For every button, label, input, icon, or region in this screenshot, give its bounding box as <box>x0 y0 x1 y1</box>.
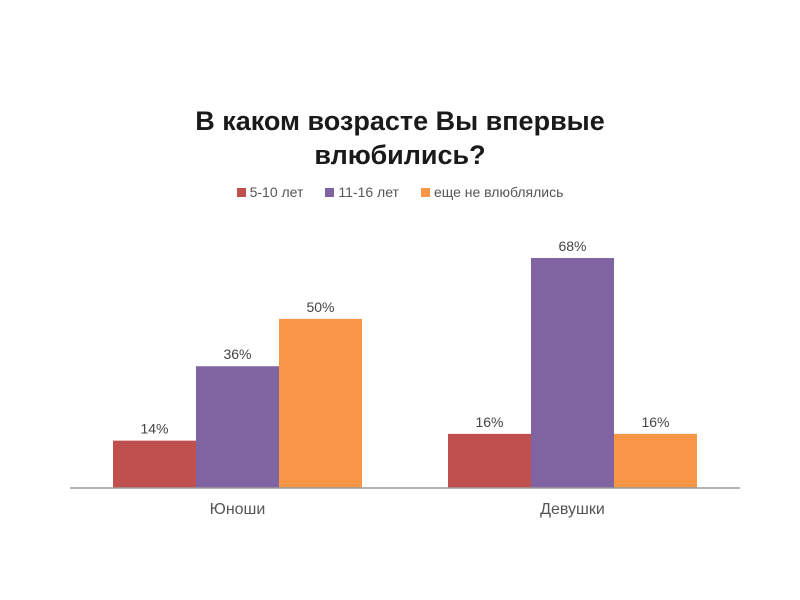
category-label-0: Юноши <box>210 501 266 518</box>
legend-swatch-5-10 <box>236 187 246 197</box>
category-label-1: Девушки <box>540 501 605 518</box>
data-label-1-0: 16% <box>475 414 503 430</box>
legend-item-11-16: 11-16 лет <box>325 184 399 200</box>
legend-item-5-10: 5-10 лет <box>236 184 304 200</box>
legend-item-not-yet: еще не влюблялись <box>420 184 564 200</box>
chart-legend: 5-10 лет 11-16 лет еще не влюблялись <box>0 184 800 200</box>
bar-0-0 <box>113 440 196 488</box>
chart-title: В каком возрасте Вы впервые влюбились? <box>0 104 800 172</box>
data-label-0-2: 50% <box>306 299 334 315</box>
chart-title-line-2: влюбились? <box>314 140 486 170</box>
legend-label-11-16: 11-16 лет <box>338 184 399 200</box>
legend-label-5-10: 5-10 лет <box>249 184 304 200</box>
data-label-0-0: 14% <box>140 421 168 437</box>
data-label-1-1: 68% <box>558 238 586 254</box>
bar-0-2 <box>279 318 362 488</box>
bar-0-1 <box>196 366 279 488</box>
data-label-0-1: 36% <box>223 346 251 362</box>
bar-1-0 <box>448 433 531 488</box>
legend-swatch-11-16 <box>325 187 335 197</box>
bar-1-2 <box>614 433 697 488</box>
data-label-1-2: 16% <box>641 414 669 430</box>
legend-label-not-yet: еще не влюблялись <box>433 184 564 200</box>
bar-1-1 <box>531 258 614 488</box>
chart-title-line-1: В каком возрасте Вы впервые <box>195 106 605 136</box>
legend-swatch-not-yet <box>420 187 430 197</box>
